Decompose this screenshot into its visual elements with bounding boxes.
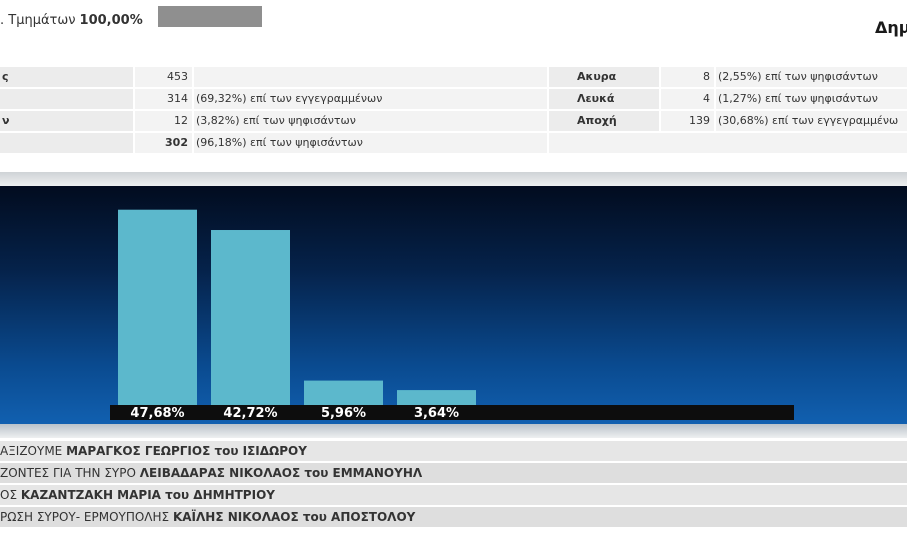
bar-4	[397, 390, 476, 405]
candidate-name: ΚΑΖΑΝΤΖΑΚΗ ΜΑΡΙΑ του ΔΗΜΗΤΡΙΟΥ	[20, 488, 275, 502]
bar-value-label: 42,72%	[223, 406, 277, 421]
stat-note: (1,27%) επί των ψηφισάντων	[716, 89, 907, 109]
stat-value: 4	[661, 89, 714, 109]
stat-label	[0, 133, 133, 153]
candidate-row[interactable]: ΑΞΙΖΟΥΜΕ ΜΑΡΑΓΚΟΣ ΓΕΩΡΓΙΟΣ του ΙΣΙΔΩΡΟΥ	[0, 441, 907, 461]
stat-value: 8	[661, 67, 714, 87]
stat-note: (30,68%) επί των εγγεγραμμένω	[716, 111, 907, 131]
bar-value-label: 47,68%	[130, 406, 184, 421]
stats-row: 314 (69,32%) επί των εγγεγραμμένων Λευκά…	[0, 89, 907, 109]
stat-value: 314	[135, 89, 192, 109]
chart-bottom-border	[0, 424, 907, 438]
bar-2	[211, 230, 290, 405]
empty-cell	[549, 133, 907, 153]
stat-note: (69,32%) επί των εγγεγραμμένων	[194, 89, 547, 109]
stat-note: (96,18%) επί των ψηφισάντων	[194, 133, 547, 153]
candidate-row[interactable]: ΖΟΝΤΕΣ ΓΙΑ ΤΗΝ ΣΥΡΟ ΛΕΙΒΑΔΑΡΑΣ ΝΙΚΟΛΑΟΣ …	[0, 463, 907, 483]
stats-row: ς 453 Ακυρα 8 (2,55%) επί των ψηφισάντων	[0, 67, 907, 87]
stat-value: 12	[135, 111, 192, 131]
stat-label: Λευκά	[549, 89, 659, 109]
candidate-party: ΖΟΝΤΕΣ ΓΙΑ ΤΗΝ ΣΥΡΟ	[0, 466, 136, 480]
bar-value-label: 5,96%	[321, 406, 366, 421]
bar-1	[118, 209, 197, 405]
stat-label: ς	[0, 67, 133, 87]
stat-note	[194, 67, 547, 87]
bar-label-strip	[110, 405, 794, 420]
candidate-name: ΜΑΡΑΓΚΟΣ ΓΕΩΡΓΙΟΣ του ΙΣΙΔΩΡΟΥ	[66, 444, 307, 458]
stat-label: Αποχή	[549, 111, 659, 131]
chart-canvas: 47,68% 42,72% 5,96% 3,64%	[110, 209, 794, 421]
candidate-name: ΛΕΙΒΑΔΑΡΑΣ ΝΙΚΟΛΑΟΣ του ΕΜΜΑΝΟΥΗΛ	[139, 466, 423, 480]
candidate-row[interactable]: ΡΩΣΗ ΣΥΡΟΥ- ΕΡΜΟΥΠΟΛΗΣ ΚΑΪΛΗΣ ΝΙΚΟΛΑΟΣ τ…	[0, 507, 907, 527]
stat-label	[0, 89, 133, 109]
sections-progress-fill	[158, 6, 262, 27]
stat-note: (2,55%) επί των ψηφισάντων	[716, 67, 907, 87]
bar-3	[304, 380, 383, 405]
sections-counted: . Τμημάτων 100,00%	[0, 10, 143, 30]
sections-progress-bar	[158, 6, 262, 27]
candidate-name: ΚΑΪΛΗΣ ΝΙΚΟΛΑΟΣ του ΑΠΟΣΤΟΛΟΥ	[172, 510, 416, 524]
chart-top-border	[0, 172, 907, 186]
stat-label: ν	[0, 111, 133, 131]
stat-label: Ακυρα	[549, 67, 659, 87]
sections-percentage: 100,00%	[79, 12, 143, 28]
candidate-party: ΟΣ	[0, 488, 18, 502]
stat-value: 453	[135, 67, 192, 87]
stats-row: ν 12 (3,82%) επί των ψηφισάντων Αποχή 13…	[0, 111, 907, 131]
candidate-row[interactable]: ΟΣ ΚΑΖΑΝΤΖΑΚΗ ΜΑΡΙΑ του ΔΗΜΗΤΡΙΟΥ	[0, 485, 907, 505]
stat-value: 302	[135, 133, 192, 153]
stats-row: 302 (96,18%) επί των ψηφισάντων	[0, 133, 907, 153]
results-header: . Τμημάτων 100,00% Δημ	[0, 0, 907, 60]
candidate-party: ΑΞΙΖΟΥΜΕ	[0, 444, 63, 458]
bar-value-label: 3,64%	[414, 406, 459, 421]
page-title: Δημ	[875, 18, 907, 37]
candidate-party: ΡΩΣΗ ΣΥΡΟΥ- ΕΡΜΟΥΠΟΛΗΣ	[0, 510, 170, 524]
stat-value: 139	[661, 111, 714, 131]
sections-label: . Τμημάτων	[0, 12, 76, 28]
results-bar-chart: 47,68% 42,72% 5,96% 3,64%	[0, 186, 907, 424]
stat-note: (3,82%) επί των ψηφισάντων	[194, 111, 547, 131]
